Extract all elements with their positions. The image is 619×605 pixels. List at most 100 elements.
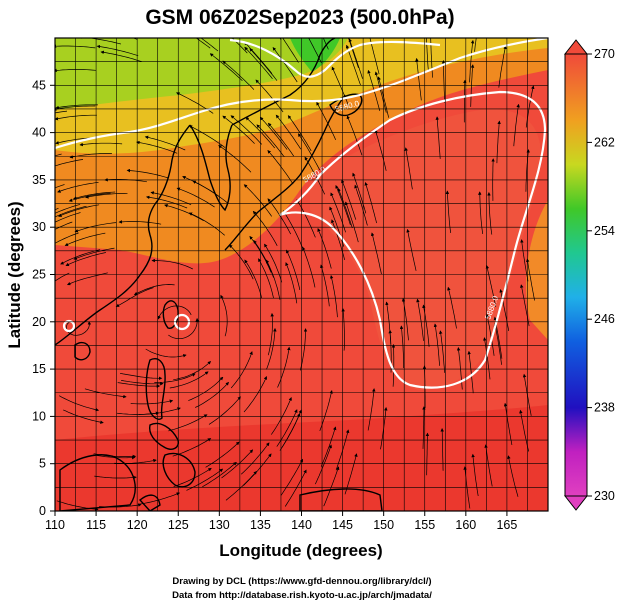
y-tick-label: 15 <box>32 362 46 376</box>
streamline <box>79 142 123 147</box>
streamline <box>322 38 329 50</box>
streamline <box>316 101 337 141</box>
streamline <box>314 444 332 485</box>
streamline <box>84 388 127 399</box>
coastline-borneo <box>59 454 136 511</box>
streamline <box>146 195 188 209</box>
streamline <box>55 272 70 282</box>
streamline <box>364 182 377 224</box>
streamline <box>439 330 445 373</box>
colorbar-tick-label: 270 <box>594 47 615 61</box>
streamline <box>78 38 121 45</box>
streamline <box>335 184 351 226</box>
streamline <box>474 38 477 52</box>
streamline <box>435 116 441 159</box>
streamline <box>483 337 491 380</box>
y-tick-label: 20 <box>32 315 46 329</box>
streamline <box>64 232 106 246</box>
streamline <box>126 168 169 179</box>
streamline <box>173 361 212 381</box>
streamline <box>115 287 154 307</box>
streamline <box>271 397 292 435</box>
streamline <box>157 305 192 320</box>
colorbar-body <box>564 53 588 497</box>
contour-5880-north <box>55 38 548 150</box>
coastline-visayas <box>148 422 179 450</box>
streamline <box>485 265 497 307</box>
streamline <box>230 115 263 145</box>
streamline <box>55 44 96 49</box>
streamline <box>467 350 474 394</box>
streamline <box>138 407 181 415</box>
colorbar-tick-label: 230 <box>594 489 615 503</box>
streamline <box>354 184 368 226</box>
colorbar-tick-label: 254 <box>594 224 615 238</box>
streamline <box>57 182 99 193</box>
streamline <box>209 53 243 82</box>
x-tick-label: 110 <box>45 518 65 532</box>
streamline <box>55 212 81 223</box>
streamline <box>55 105 96 111</box>
streamline <box>329 206 345 247</box>
colorbar-bottom-arrow <box>563 495 589 511</box>
streamline <box>225 470 257 501</box>
coastline-korea <box>189 124 233 212</box>
coastline-russia <box>231 38 336 126</box>
streamline <box>55 114 97 121</box>
contour-5880-north-upper <box>229 38 441 78</box>
streamline <box>344 201 359 243</box>
x-tick-label: 115 <box>86 518 106 532</box>
y-tick-label: 30 <box>32 220 46 234</box>
streamline <box>195 38 211 49</box>
x-tick-label: 135 <box>250 518 271 532</box>
x-tick-label: 160 <box>455 518 476 532</box>
streamline <box>249 235 272 273</box>
streamline <box>100 50 143 63</box>
streamline <box>499 289 510 331</box>
streamline <box>346 115 363 156</box>
streamline <box>415 57 422 101</box>
streamline <box>272 47 298 83</box>
streamline <box>369 38 380 75</box>
streamline <box>245 116 275 149</box>
streamline <box>341 308 345 351</box>
streamline <box>138 492 181 505</box>
coastline-hokkaido <box>329 93 363 117</box>
streamline <box>323 466 340 507</box>
streamline <box>526 258 535 301</box>
streamline <box>317 228 332 269</box>
streamline <box>168 414 208 432</box>
streamline <box>487 192 493 235</box>
streamline <box>525 149 530 192</box>
streamline <box>471 453 479 497</box>
streamline <box>374 129 387 171</box>
x-axis-label: Longitude (degrees) <box>219 541 382 560</box>
coastline-new-guinea <box>299 488 383 511</box>
y-tick-label: 25 <box>32 268 46 282</box>
streamline <box>285 262 298 304</box>
streamline <box>252 210 278 246</box>
streamline <box>117 382 161 388</box>
streamline <box>341 179 357 220</box>
streamline <box>406 228 417 271</box>
streamline <box>299 328 308 371</box>
streamline <box>258 258 274 298</box>
streamline <box>74 222 117 233</box>
streamline <box>55 68 96 73</box>
streamline <box>416 298 424 341</box>
streamline <box>470 64 475 107</box>
streamline <box>119 372 163 381</box>
streamline <box>151 258 193 270</box>
streamline <box>287 115 312 152</box>
streamline <box>93 453 137 459</box>
y-axis-label: Latitude (degrees) <box>5 201 24 348</box>
streamline <box>244 259 263 299</box>
streamline <box>230 351 253 389</box>
streamline <box>65 252 106 266</box>
streamline <box>222 60 255 90</box>
streamline <box>284 469 307 507</box>
streamline <box>55 184 65 189</box>
streamline <box>330 192 346 233</box>
x-tick-label: 125 <box>168 518 189 532</box>
